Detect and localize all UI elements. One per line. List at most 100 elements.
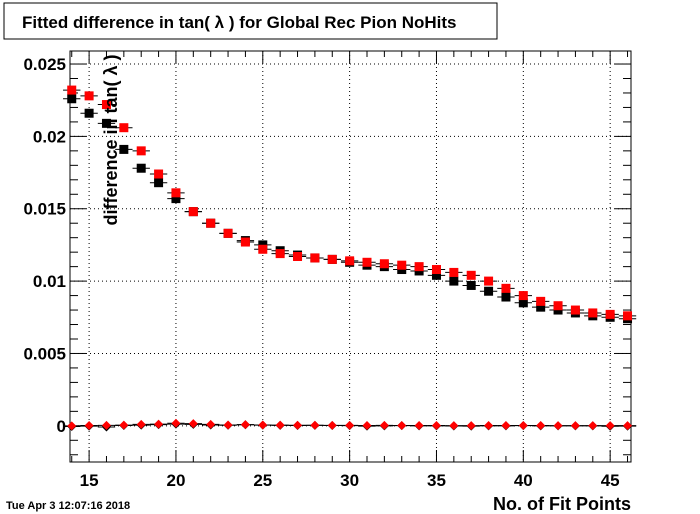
data-point-diamond xyxy=(484,421,494,431)
data-point-diamond xyxy=(345,420,355,430)
data-point-diamond xyxy=(605,421,615,431)
data-point-diamond xyxy=(536,421,546,431)
data-point-square xyxy=(623,311,633,321)
data-point-square xyxy=(119,123,129,133)
data-point-diamond xyxy=(119,420,129,430)
data-point-square xyxy=(188,207,198,217)
data-point-square xyxy=(466,280,476,290)
timestamp: Tue Apr 3 12:07:16 2018 xyxy=(6,500,130,512)
x-tick-label: 25 xyxy=(253,471,272,490)
data-point-diamond xyxy=(171,418,181,428)
data-point-diamond xyxy=(414,421,424,431)
y-tick-label: 0.015 xyxy=(23,200,66,219)
y-tick-label: 0 xyxy=(57,417,66,436)
data-point-diamond xyxy=(466,421,476,431)
data-point-square xyxy=(171,194,181,204)
x-axis-title: No. of Fit Points xyxy=(493,494,631,514)
data-point-square xyxy=(345,256,355,266)
data-point-square xyxy=(67,94,77,104)
data-point-square xyxy=(310,253,320,263)
data-point-diamond xyxy=(310,420,320,430)
data-point-diamond xyxy=(570,421,580,431)
data-point-square xyxy=(84,108,94,118)
y-tick-label: 0.02 xyxy=(33,127,66,146)
data-point-square xyxy=(431,270,441,280)
data-point-square xyxy=(431,265,441,275)
y-tick-label: 0.01 xyxy=(33,272,66,291)
data-point-square xyxy=(119,144,129,154)
data-point-square xyxy=(536,296,546,306)
data-point-diamond xyxy=(397,421,407,431)
data-point-diamond xyxy=(258,420,268,430)
data-point-square xyxy=(501,283,511,293)
axis-ticks xyxy=(70,51,631,462)
data-point-diamond xyxy=(240,420,250,430)
data-point-square xyxy=(414,262,424,272)
data-point-square xyxy=(293,252,303,261)
data-point-diamond xyxy=(101,420,111,430)
data-point-square xyxy=(605,309,615,319)
data-point-square xyxy=(397,260,407,270)
x-tick-label: 20 xyxy=(166,471,185,490)
data-point-diamond xyxy=(84,421,94,431)
data-point-diamond xyxy=(293,420,303,430)
data-point-square xyxy=(553,301,563,311)
data-point-diamond xyxy=(188,419,198,429)
y-tick-labels: 0 0.005 0.01 0.015 0.02 0.025 xyxy=(23,55,66,436)
data-point-diamond xyxy=(553,421,563,431)
data-point-diamond xyxy=(379,420,389,430)
data-point-diamond xyxy=(223,420,233,430)
data-point-square xyxy=(484,286,494,296)
data-point-square xyxy=(67,85,77,95)
data-point-square xyxy=(223,228,233,238)
data-point-diamond xyxy=(588,421,598,431)
data-point-square xyxy=(154,169,164,179)
y-axis-title: difference in tan( λ ) xyxy=(101,54,121,225)
data-point-square xyxy=(588,308,598,318)
data-point-square xyxy=(275,249,285,259)
data-point-diamond xyxy=(431,421,441,431)
data-point-square xyxy=(258,244,268,254)
data-point-square xyxy=(362,257,372,267)
data-point-square xyxy=(154,178,164,188)
data-point-square xyxy=(136,163,146,173)
y-tick-label: 0.005 xyxy=(23,344,66,363)
data-point-diamond xyxy=(327,420,337,430)
data-point-square xyxy=(466,270,476,280)
chart-title: Fitted difference in tan( λ ) for Global… xyxy=(22,13,456,32)
data-point-square xyxy=(570,305,580,315)
data-point-diamond xyxy=(518,421,528,431)
data-point-diamond xyxy=(67,421,77,431)
plot-frame xyxy=(69,50,632,463)
data-point-square xyxy=(327,254,337,264)
data-point-square xyxy=(518,298,528,308)
data-point-diamond xyxy=(275,420,285,430)
data-point-square xyxy=(101,118,111,128)
data-point-diamond xyxy=(501,421,511,431)
data-point-square xyxy=(449,276,459,286)
data-point-square xyxy=(518,291,528,301)
title-box xyxy=(3,2,498,40)
x-tick-label: 15 xyxy=(80,471,99,490)
data-points xyxy=(63,85,637,432)
data-point-square xyxy=(379,259,389,269)
data-point-square xyxy=(449,267,459,277)
data-point-square xyxy=(536,302,546,312)
data-point-square xyxy=(501,292,511,302)
data-point-square xyxy=(206,218,216,228)
x-tick-label: 40 xyxy=(514,471,533,490)
data-point-diamond xyxy=(623,421,633,431)
x-tick-label: 30 xyxy=(340,471,359,490)
data-point-diamond xyxy=(362,421,372,431)
y-tick-label: 0.025 xyxy=(23,55,66,74)
data-point-diamond xyxy=(136,419,146,429)
data-point-square xyxy=(84,91,94,101)
data-point-square xyxy=(484,276,494,286)
data-point-diamond xyxy=(206,419,216,429)
data-point-square xyxy=(101,100,111,110)
x-tick-label: 45 xyxy=(601,471,620,490)
data-point-square xyxy=(136,146,146,156)
data-point-diamond xyxy=(449,421,459,431)
x-tick-labels: 15 20 25 30 35 40 45 xyxy=(80,471,620,490)
